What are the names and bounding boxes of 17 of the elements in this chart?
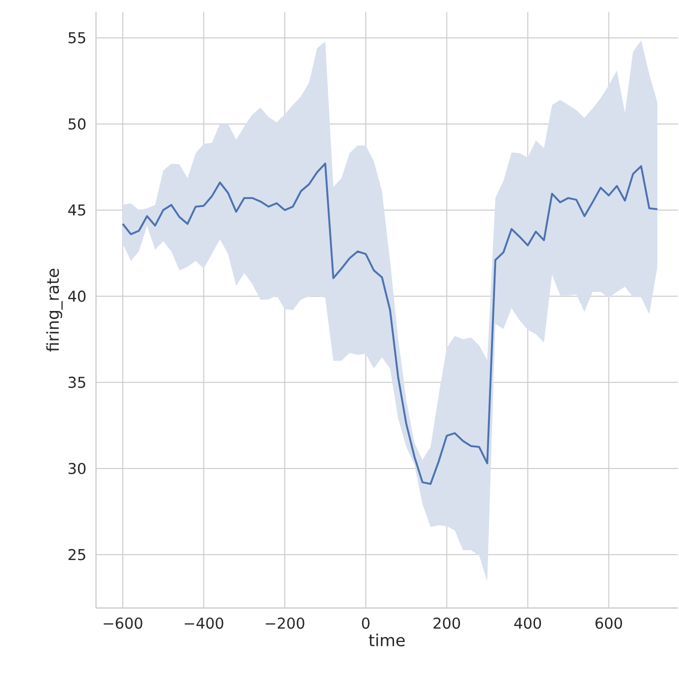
- y-tick-label: 40: [68, 290, 86, 302]
- x-axis-title: time: [368, 634, 405, 646]
- y-tick-label: 50: [68, 118, 86, 130]
- y-tick-label: 25: [68, 548, 86, 560]
- x-tick-label: 600: [596, 618, 622, 629]
- y-tick-label: 55: [68, 32, 86, 44]
- x-tick-label: −600: [104, 618, 142, 629]
- x-tick-label: −200: [266, 618, 304, 629]
- y-tick-label: 30: [68, 462, 86, 474]
- y-axis-title: firing_rate: [46, 268, 63, 352]
- line-series: [122, 162, 658, 485]
- x-tick-label: −400: [184, 618, 224, 629]
- x-tick-label: 200: [434, 618, 460, 629]
- y-tick-label: 35: [68, 376, 86, 388]
- y-tick-label: 45: [68, 204, 86, 216]
- x-tick-label: 400: [514, 618, 542, 629]
- x-tick-label: 0: [362, 618, 370, 629]
